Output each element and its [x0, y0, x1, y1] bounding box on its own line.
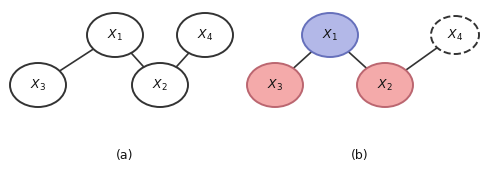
Text: $X_4$: $X_4$ — [447, 28, 463, 43]
Ellipse shape — [177, 13, 233, 57]
Ellipse shape — [87, 13, 143, 57]
Ellipse shape — [10, 63, 66, 107]
Ellipse shape — [357, 63, 413, 107]
Ellipse shape — [132, 63, 188, 107]
Text: $X_1$: $X_1$ — [322, 28, 338, 43]
Text: $X_2$: $X_2$ — [377, 77, 393, 93]
Text: $X_3$: $X_3$ — [30, 77, 46, 93]
Ellipse shape — [431, 16, 479, 54]
Text: $X_4$: $X_4$ — [197, 28, 213, 43]
Text: (b): (b) — [351, 148, 369, 161]
Text: $X_1$: $X_1$ — [107, 28, 123, 43]
Text: $X_2$: $X_2$ — [152, 77, 168, 93]
Text: $X_3$: $X_3$ — [267, 77, 283, 93]
Ellipse shape — [302, 13, 358, 57]
Text: (a): (a) — [116, 148, 134, 161]
Ellipse shape — [247, 63, 303, 107]
